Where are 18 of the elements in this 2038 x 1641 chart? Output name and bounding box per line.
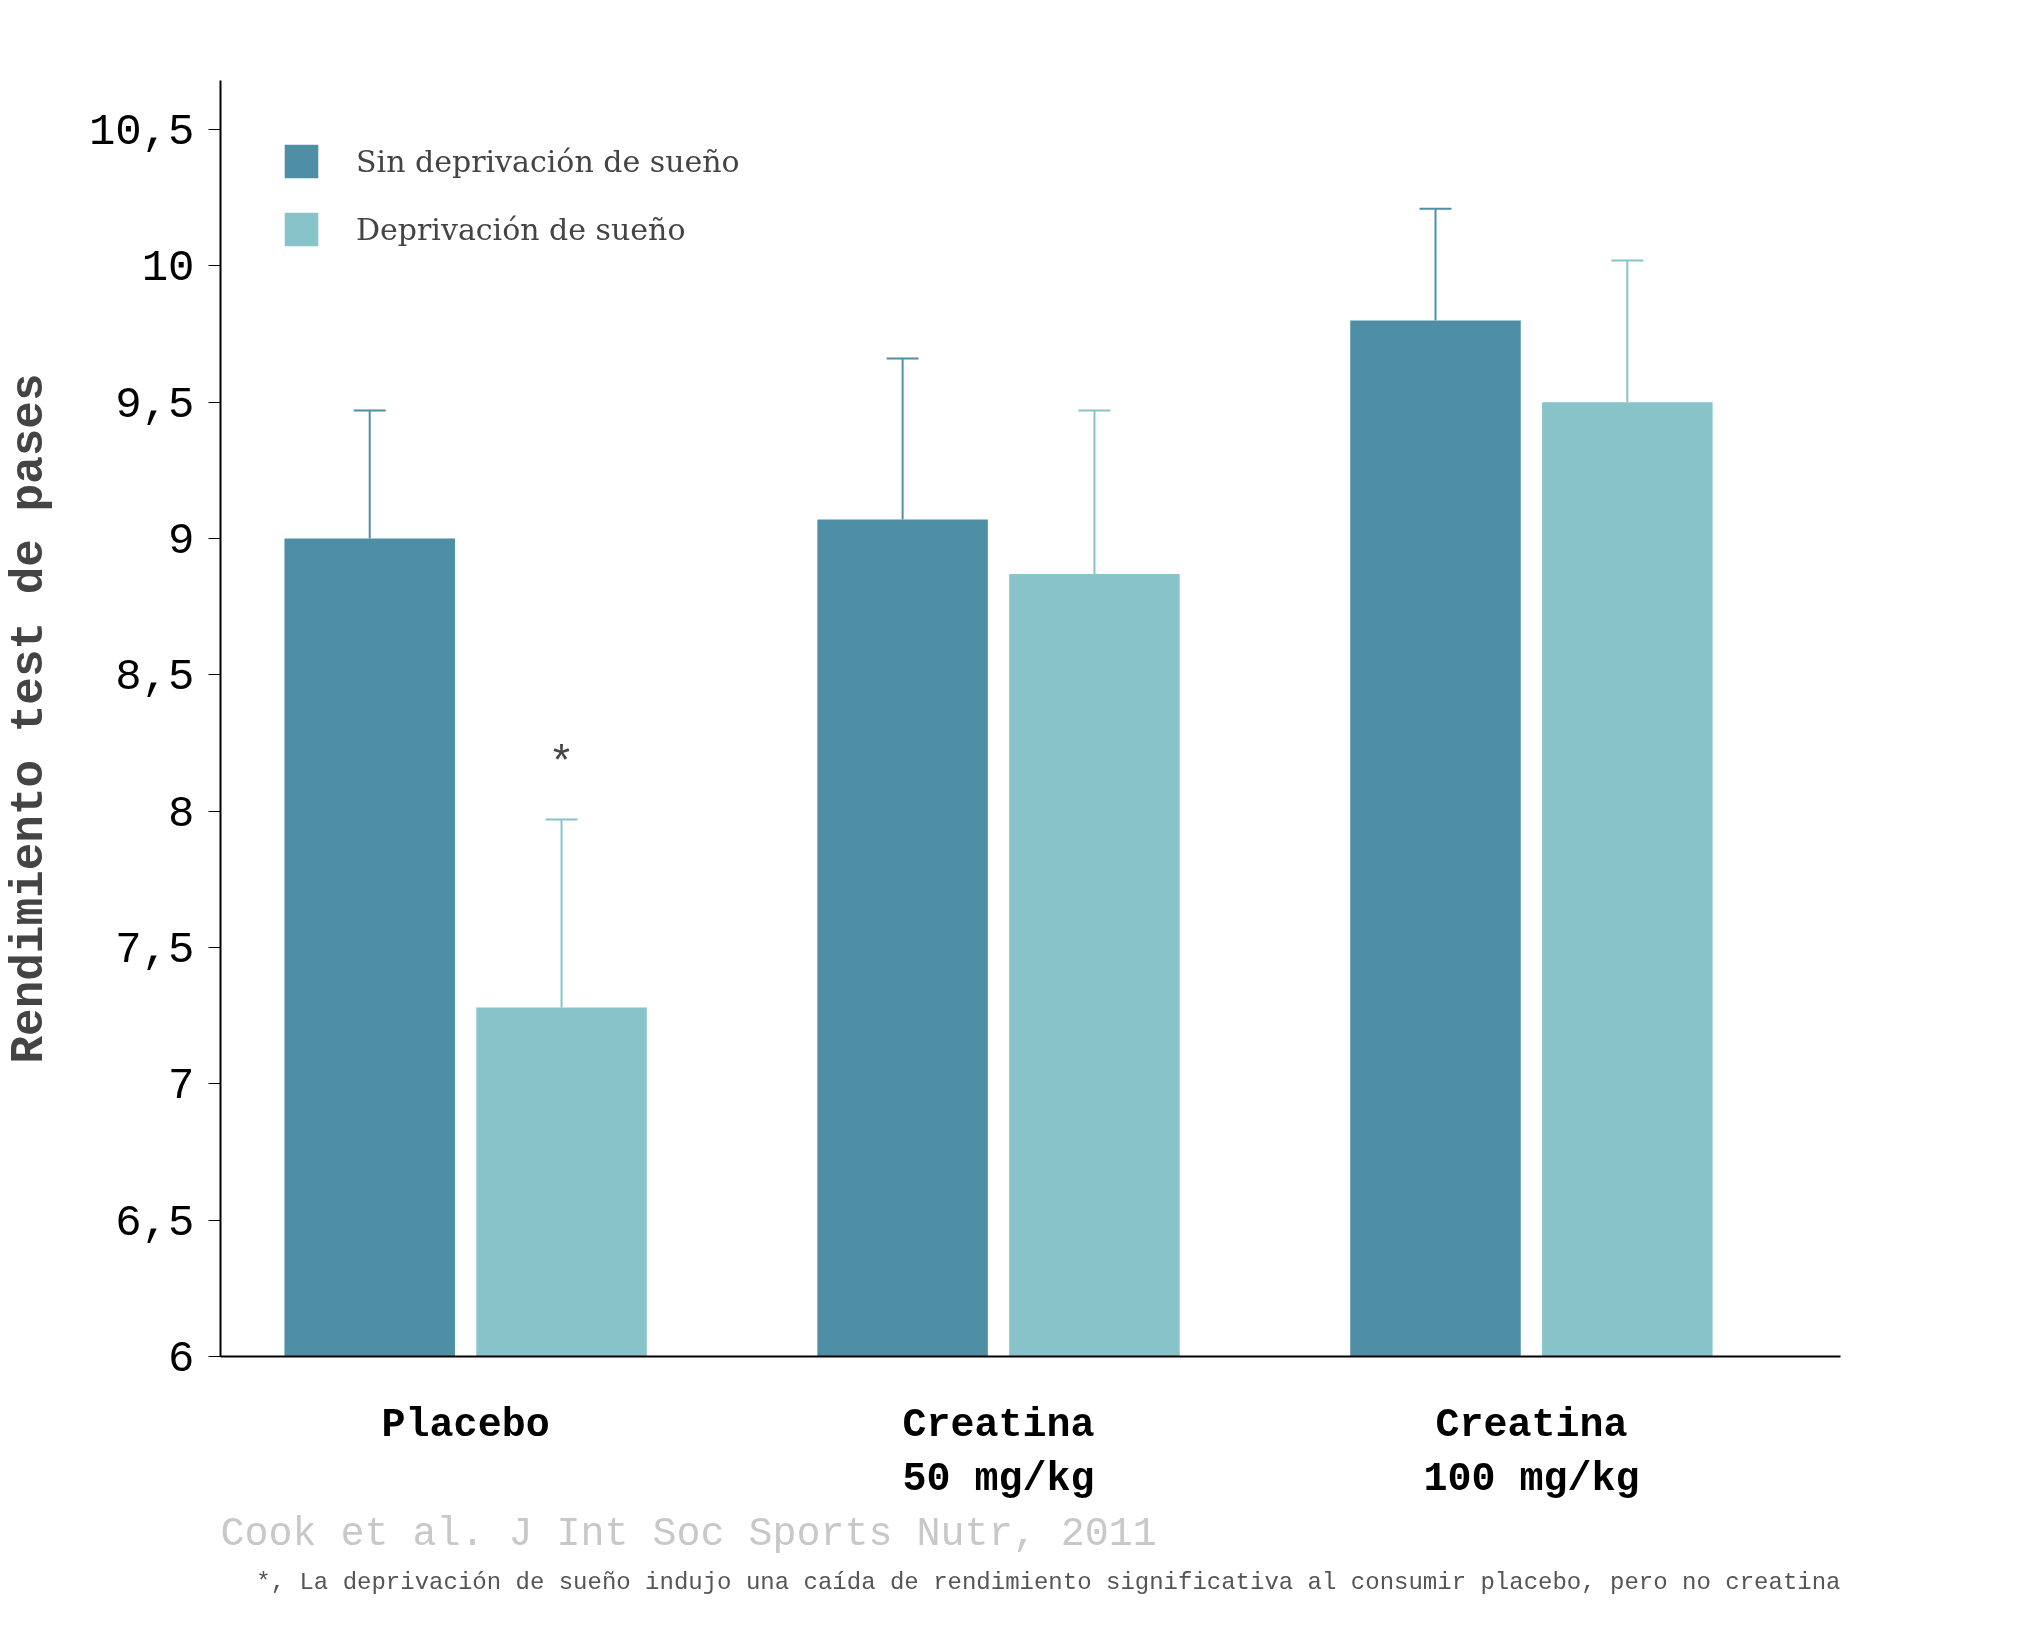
- legend-label: Sin deprivación de sueño: [356, 143, 740, 179]
- y-tick-label: 6: [168, 1334, 195, 1384]
- annotation: *: [548, 739, 575, 790]
- y-tick-label: 10: [141, 243, 195, 294]
- y-tick-label: 7: [168, 1061, 195, 1112]
- x-tick-label: Creatina 50 mg/kg: [902, 1402, 1095, 1502]
- y-axis-title: Rendimiento test de pases: [3, 373, 56, 1064]
- y-tick-label: 9: [168, 516, 195, 567]
- y-tick-label: 6,5: [115, 1197, 195, 1248]
- y-tick-label: 10,5: [88, 107, 195, 158]
- text: *, La deprivación de sueño indujo una caída de rendimiento significativa al consumir placebo, pero no creatina: [256, 1568, 1841, 1596]
- y-tick-label: 9,5: [115, 379, 195, 430]
- legend-label: Deprivación de sueño: [356, 211, 686, 247]
- y-tick-label: 8,5: [115, 652, 195, 703]
- y-tick-label: 8: [168, 788, 195, 839]
- x-tick-label: Creatina 100 mg/kg: [1423, 1402, 1640, 1502]
- x-tick-label: Placebo: [381, 1402, 550, 1448]
- y-tick-label: 7,5: [115, 925, 195, 976]
